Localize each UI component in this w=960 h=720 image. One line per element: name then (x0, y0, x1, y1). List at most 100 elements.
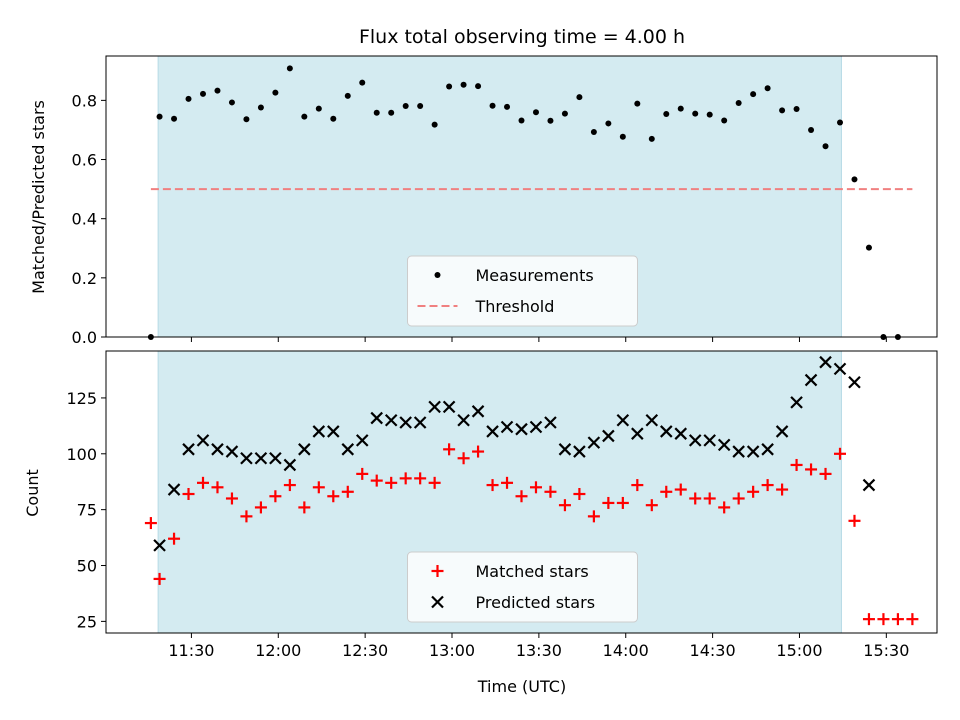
matched-stars-point (370, 474, 383, 487)
measurements-point (359, 79, 366, 86)
predicted-stars-point (457, 413, 470, 427)
top-y-axis-label: Matched/Predicted stars (29, 100, 48, 294)
top-y-tick-label: 0.4 (72, 210, 97, 229)
predicted-stars-point (573, 445, 586, 458)
matched-stars-point (660, 485, 673, 498)
matched-stars-point (819, 467, 832, 480)
matched-stars-point (674, 483, 687, 496)
predicted-stars-point (833, 362, 847, 376)
matched-stars-point (225, 492, 238, 505)
predicted-stars-point (616, 413, 630, 427)
predicted-stars-point (804, 373, 818, 387)
measurements-point (330, 115, 337, 122)
matched-stars-point (529, 481, 542, 494)
matched-stars-point (790, 458, 803, 471)
predicted-stars-point (196, 434, 210, 447)
predicted-stars-point (254, 451, 268, 465)
measurements-point (402, 102, 409, 109)
predicted-stars-point (587, 436, 601, 449)
predicted-stars-point (298, 443, 311, 456)
matched-stars-point (732, 492, 745, 505)
predicted-stars-point (182, 443, 195, 456)
predicted-stars-point (862, 478, 876, 492)
matched-stars-point (472, 445, 485, 458)
predicted-stars-point (153, 539, 166, 552)
bottom-y-tick-label: 75 (77, 501, 97, 520)
measurements-point (214, 87, 221, 94)
matched-stars-point (211, 481, 224, 494)
bottom-y-tick-label: 50 (77, 557, 97, 576)
x-axis-label: Time (UTC) (477, 677, 566, 696)
measurements-point (735, 100, 742, 107)
matched-stars-point (298, 501, 311, 514)
predicted-stars-point (544, 416, 557, 429)
measurements-point (663, 110, 670, 117)
measurements-point (156, 113, 163, 120)
measurements-point (431, 121, 438, 128)
matched-stars-point (443, 443, 456, 456)
measurements-point (446, 83, 453, 90)
chart-title: Flux total observing time = 4.00 h (359, 26, 685, 48)
measurements-point (837, 119, 844, 126)
matched-stars-point (144, 517, 157, 530)
legend-predicted-stars-label: Predicted stars (476, 593, 596, 612)
measurements-point (721, 117, 728, 124)
matched-stars-point (776, 483, 789, 496)
predicted-stars-point (717, 438, 731, 452)
predicted-stars-point (775, 425, 789, 438)
matched-stars-point (515, 490, 528, 503)
matched-stars-point (196, 476, 209, 489)
measurements-point (706, 111, 713, 118)
measurements-point (590, 129, 597, 136)
predicted-stars-point (399, 416, 412, 429)
matched-stars-point (645, 499, 658, 512)
top-y-tick-label: 0.6 (72, 151, 97, 170)
predicted-stars-point (515, 422, 528, 436)
measurements-point (605, 120, 612, 127)
matched-stars-point (834, 447, 847, 460)
matched-stars-point (486, 479, 499, 492)
measurements-point (634, 100, 641, 107)
bottom-y-axis-label: Count (23, 469, 42, 517)
matched-stars-point (747, 485, 760, 498)
legend-matched-stars-label: Matched stars (476, 562, 589, 581)
measurements-point (489, 102, 496, 109)
measurements-point (865, 244, 872, 251)
predicted-stars-point (312, 425, 326, 438)
predicted-stars-point (688, 434, 702, 447)
top-plot-area (147, 65, 913, 340)
legend-threshold-label: Threshold (475, 297, 555, 316)
predicted-stars-point (471, 405, 485, 418)
measurements-point (286, 65, 293, 72)
top-y-tick-label: 0.2 (72, 269, 97, 288)
matched-stars-point (848, 514, 861, 527)
matched-stars-point (312, 481, 325, 494)
matched-stars-point (153, 572, 166, 585)
measurements-point (171, 115, 178, 122)
matched-stars-point (457, 452, 470, 465)
measurements-point (518, 117, 525, 124)
measurements-point (648, 135, 655, 142)
predicted-stars-point (413, 416, 427, 429)
matched-stars-point (283, 479, 296, 492)
predicted-stars-point (428, 400, 441, 414)
measurements-point (417, 102, 424, 109)
predicted-stars-point (659, 425, 673, 438)
matched-stars-point (703, 492, 716, 505)
predicted-stars-point (645, 413, 659, 427)
measurements-point (504, 103, 511, 110)
measurements-point (750, 91, 757, 98)
bottom-y-tick-label: 25 (77, 612, 97, 631)
legend-measurements-label: Measurements (476, 266, 594, 285)
x-tick-label: 11:30 (168, 641, 214, 660)
predicted-stars-point (283, 458, 297, 472)
measurements-point (547, 117, 554, 124)
predicted-stars-point (819, 355, 832, 369)
measurements-point (851, 176, 858, 183)
bottom-y-tick-label: 125 (66, 389, 97, 408)
x-tick-label: 15:00 (776, 641, 822, 660)
top-y-tick-label: 0.8 (72, 91, 97, 110)
measurements-point (272, 89, 279, 96)
matched-stars-point (805, 463, 818, 476)
